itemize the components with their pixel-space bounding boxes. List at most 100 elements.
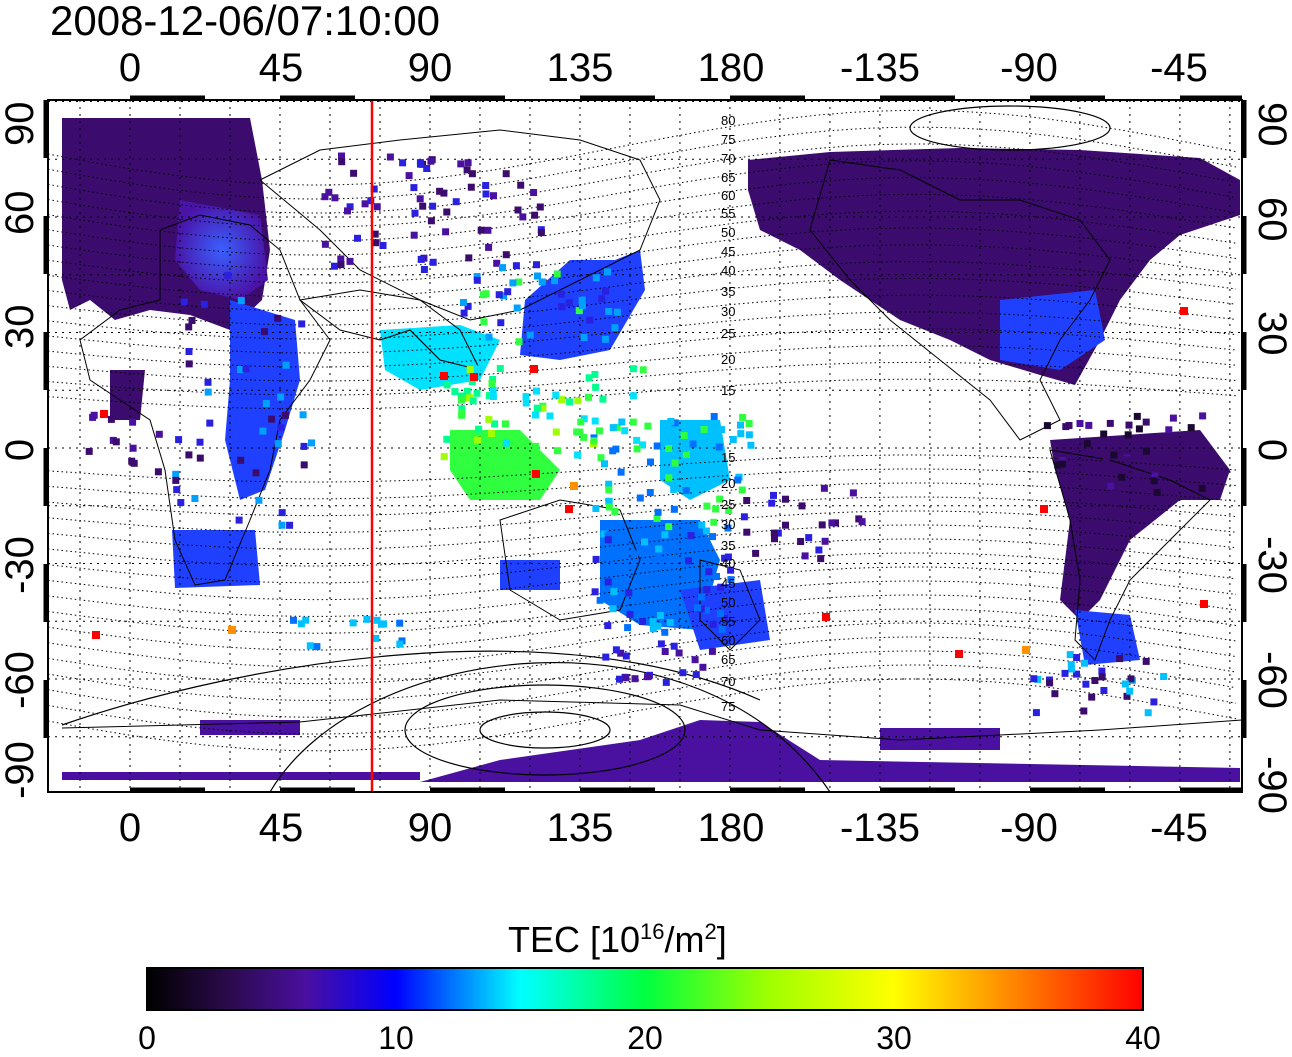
contour-line (48, 636, 1237, 701)
left-lat-tick: 30 (0, 304, 42, 350)
contour-line (48, 261, 1237, 312)
geomagnetic-contours (48, 105, 1237, 792)
tec-cell (1082, 680, 1090, 688)
tec-cell (1133, 412, 1141, 420)
tec-cell (592, 383, 600, 391)
tec-cell (739, 414, 747, 421)
tec-cell (687, 532, 695, 540)
tec-cell (1080, 707, 1088, 715)
contour-line (48, 227, 1237, 284)
tec-cell (798, 502, 806, 510)
tec-cell (464, 159, 472, 167)
contour-line (48, 345, 1237, 382)
tec-cell (451, 388, 459, 396)
tec-cell (596, 427, 603, 435)
tec-cell (821, 537, 829, 545)
tec-region (660, 420, 730, 500)
tec-cell (1065, 422, 1073, 429)
tec-cell (539, 404, 547, 412)
tec-cell (681, 445, 689, 452)
tec-cell (89, 413, 97, 421)
contour-label: 25 (721, 497, 735, 512)
tec-cell (427, 217, 435, 225)
tec-cell (499, 264, 506, 272)
tec-cell (1091, 677, 1099, 684)
tec-cell (709, 620, 717, 628)
tec-cell (497, 319, 505, 327)
tec-cell (1107, 482, 1115, 490)
tec-cell (300, 442, 308, 450)
coastline (79, 214, 331, 586)
tec-cell (1083, 440, 1091, 448)
contour-line (48, 622, 1237, 685)
tec-cell (858, 518, 866, 526)
tec-cell (1098, 667, 1106, 675)
tec-cell (629, 392, 637, 400)
tec-cell (653, 442, 661, 450)
tec-cell (675, 649, 683, 657)
right-lat-tick: 60 (1250, 197, 1292, 242)
tec-cell (666, 619, 674, 626)
tec-cell (331, 194, 339, 202)
tec-cell (488, 380, 496, 387)
contour-label: 35 (721, 284, 735, 299)
left-lat-tick: -90 (0, 741, 42, 799)
tec-cell (204, 388, 212, 396)
tec-cell (849, 489, 857, 497)
tec-cell (613, 423, 621, 431)
tec-cell (1151, 472, 1159, 480)
tec-cell (1150, 477, 1158, 485)
contour-label: 65 (721, 170, 735, 185)
tec-cell (423, 165, 431, 172)
tec-cell (1135, 425, 1143, 433)
top-lon-tick: 180 (697, 46, 765, 90)
tec-cell (1112, 489, 1119, 497)
left-lat-tick: 0 (0, 438, 42, 462)
contour-label: 55 (721, 614, 735, 629)
contour-label: 80 (721, 113, 735, 128)
tec-cell (277, 424, 285, 432)
tec-cell (600, 530, 608, 538)
right-lat-tick: -60 (1250, 651, 1292, 709)
tec-cell (745, 420, 753, 427)
tec-cell (578, 296, 586, 304)
tec-cell (1032, 709, 1040, 717)
tec-cell (465, 254, 473, 262)
tec-cell (590, 437, 598, 445)
tec-cell (410, 231, 418, 239)
contour-line (48, 177, 1237, 242)
tec-cell (737, 421, 744, 429)
tec-cell (443, 381, 451, 389)
top-lon-tick: 45 (258, 46, 304, 90)
contour-label: 45 (721, 244, 735, 259)
contour-line (479, 711, 611, 749)
tec-cell (697, 605, 705, 613)
tec-cell (502, 420, 509, 428)
tec-cell (617, 649, 625, 657)
bottom-lon-tick: -90 (1000, 806, 1058, 850)
tec-cell (224, 271, 232, 279)
tec-cell (820, 484, 828, 492)
tec-cell (417, 255, 425, 263)
tec-cell (1088, 693, 1096, 701)
bottom-lon-tick: 45 (258, 806, 304, 850)
colorbar-title: TEC [1016/m2] (508, 912, 727, 960)
tec-cell (237, 366, 245, 373)
tec-cell (610, 588, 618, 596)
tec-cell (558, 303, 566, 311)
tec-cell (1160, 673, 1168, 680)
colorbar-tick: 30 (876, 1020, 912, 1056)
tec-cell (685, 557, 692, 565)
tec-cell (716, 495, 724, 503)
tec-cell (1100, 687, 1108, 694)
contour-label: 55 (721, 206, 735, 221)
tec-cell (752, 549, 760, 557)
tec-cell (502, 251, 510, 259)
tec-cell (463, 387, 471, 395)
contour-line (48, 294, 1237, 340)
tec-cell (1054, 461, 1062, 469)
colorbar-title-unit: /m (664, 919, 705, 960)
tec-cell (712, 505, 720, 513)
tec-region (225, 300, 300, 500)
tec-cell (700, 426, 708, 433)
